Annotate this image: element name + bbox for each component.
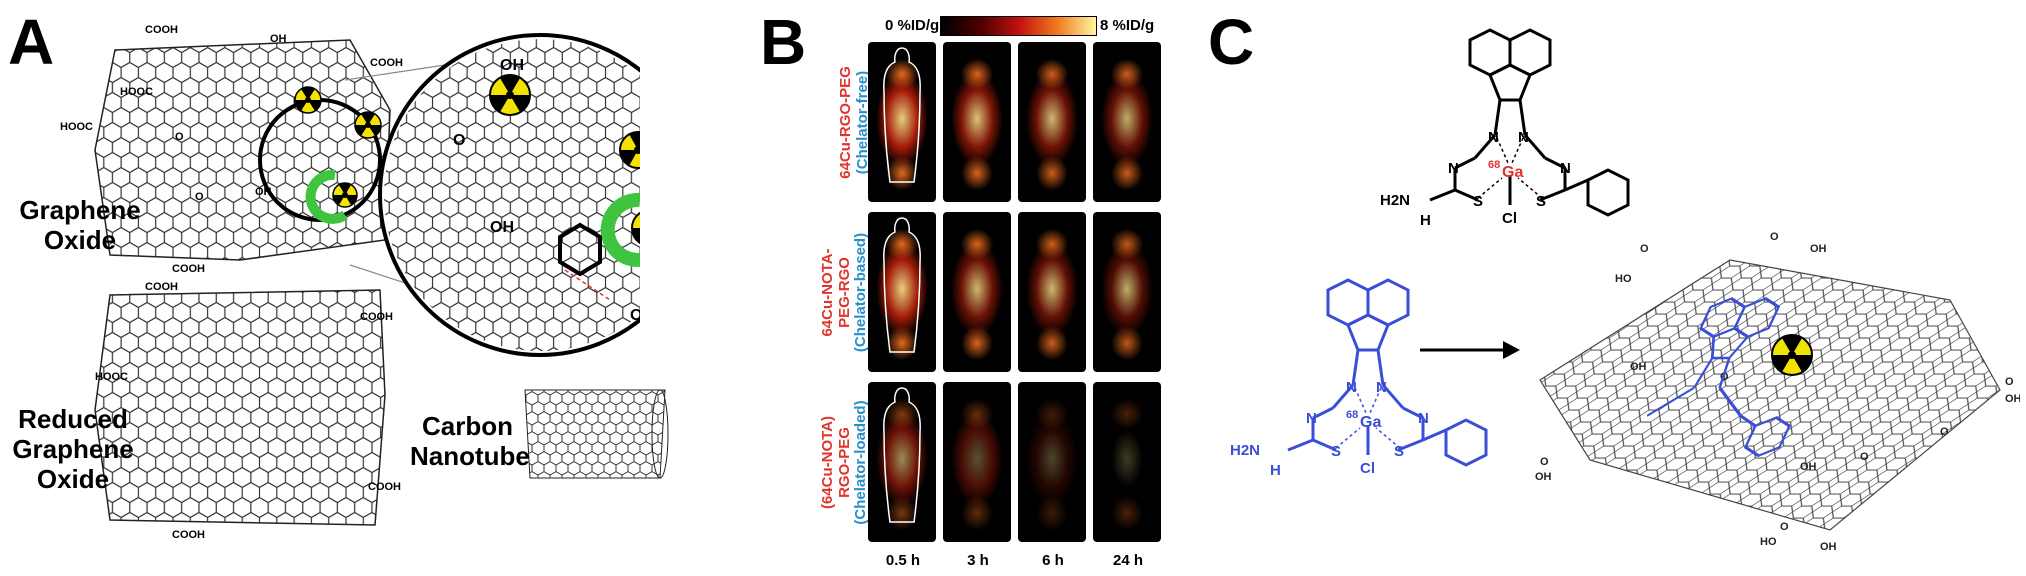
time-label: 3 h	[967, 552, 989, 569]
radiation-icon	[1771, 334, 1813, 376]
svg-text:OH: OH	[2005, 393, 2020, 405]
svg-text:HO: HO	[1760, 536, 1777, 548]
svg-text:O: O	[453, 132, 465, 149]
colorbar	[940, 16, 1097, 36]
reduced-graphene-oxide-label: Reduced Graphene Oxide	[12, 404, 134, 494]
carbon-nanotube-label: Carbon Nanotube	[410, 411, 530, 471]
svg-text:H: H	[1270, 462, 1281, 479]
reaction-arrow	[1420, 341, 1520, 359]
loaded-graphene-sheet: HOO OOH OH OOH OH O O OOH OHO OH O	[1535, 231, 2020, 553]
radiation-icon	[354, 111, 382, 139]
svg-text:O: O	[1720, 371, 1729, 383]
svg-text:N: N	[1306, 410, 1317, 427]
svg-text:COOH: COOH	[370, 57, 403, 69]
svg-text:OH: OH	[490, 219, 514, 236]
ga-complex-top: N N N N 68 Ga S S Cl H2N H	[1380, 28, 1630, 229]
nanotube-drawing	[524, 389, 669, 479]
row-label-1: 64Cu-RGO-PEG (Chelator-free)	[837, 66, 871, 179]
svg-text:O: O	[1640, 243, 1649, 255]
svg-text:N: N	[1518, 129, 1529, 146]
scale-min-label: 0 %ID/g	[885, 17, 940, 34]
svg-text:Ga: Ga	[1502, 164, 1523, 181]
graphene-oxide-sheet: COOH OH COOH HOOC HOOC O OH O COOH	[60, 24, 403, 275]
chelator-radiation-icon	[305, 169, 358, 224]
chelator-radiation-icon	[600, 192, 640, 267]
pet-image	[1018, 42, 1086, 202]
svg-text:COOH: COOH	[172, 529, 205, 541]
svg-text:S: S	[1536, 193, 1546, 210]
radiation-icon	[489, 74, 531, 116]
ga-complex-blue: N N N N 68 Ga S S Cl H2N H	[1230, 278, 1488, 479]
scale-max-label: 8 %ID/g	[1100, 17, 1155, 34]
svg-text:H2N: H2N	[1230, 442, 1260, 459]
reduced-graphene-oxide-sheet: COOH COOH HOOC COOH COOH	[94, 281, 401, 541]
svg-text:OH: OH	[1535, 471, 1552, 483]
pet-image	[1018, 212, 1086, 372]
svg-text:68: 68	[1488, 159, 1500, 171]
row-label-2: 64Cu-NOTA- PEG-RGO (Chelator-based)	[819, 232, 869, 353]
pet-image	[943, 42, 1011, 202]
pet-image	[943, 382, 1011, 542]
svg-text:OH: OH	[1800, 461, 1817, 473]
svg-text:HOOC: HOOC	[120, 86, 153, 98]
svg-text:S: S	[1473, 193, 1483, 210]
svg-text:Cl: Cl	[1502, 210, 1517, 227]
time-label: 6 h	[1042, 552, 1064, 569]
svg-text:OH: OH	[1810, 243, 1827, 255]
svg-text:N: N	[1488, 129, 1499, 146]
pet-image	[868, 212, 936, 372]
svg-text:N: N	[1346, 379, 1357, 396]
cooh-label: COOH	[145, 24, 178, 36]
svg-text:N: N	[1448, 160, 1459, 177]
svg-text:OH: OH	[1820, 541, 1837, 553]
zoom-circle-large: OH O OH O	[378, 33, 640, 357]
svg-text:COOH: COOH	[360, 311, 393, 323]
svg-text:O: O	[1770, 231, 1779, 243]
graphene-oxide-label: Graphene Oxide	[19, 195, 141, 255]
svg-text:S: S	[1331, 443, 1341, 460]
svg-text:OH: OH	[1630, 361, 1647, 373]
svg-text:H2N: H2N	[1380, 192, 1410, 209]
svg-text:HOOC: HOOC	[60, 121, 93, 133]
svg-text:O: O	[1540, 456, 1549, 468]
svg-text:H: H	[1420, 212, 1431, 229]
row-label-3: (64Cu-NOTA) RGO-PEG (Chelator-loaded)	[819, 400, 869, 525]
svg-text:Cl: Cl	[1360, 460, 1375, 477]
pet-image	[1093, 212, 1161, 372]
svg-text:HOOC: HOOC	[95, 371, 128, 383]
panel-a-diagram: COOH OH COOH HOOC HOOC O OH O COOH COOH …	[60, 24, 640, 541]
pet-image	[1018, 382, 1086, 542]
svg-text:O: O	[2005, 376, 2014, 388]
svg-text:68: 68	[1346, 409, 1358, 421]
svg-text:O: O	[175, 131, 184, 143]
svg-text:Ga: Ga	[1360, 414, 1381, 431]
pet-image	[1093, 382, 1161, 542]
svg-text:O: O	[630, 307, 640, 324]
svg-text:S: S	[1394, 443, 1404, 460]
svg-text:N: N	[1418, 410, 1429, 427]
pet-image	[943, 212, 1011, 372]
svg-text:COOH: COOH	[368, 481, 401, 493]
time-label: 24 h	[1112, 552, 1143, 569]
svg-text:HO: HO	[1615, 273, 1632, 285]
pet-image	[1093, 42, 1161, 202]
svg-text:O: O	[1860, 451, 1869, 463]
panel-letter-b: B	[760, 6, 807, 78]
svg-text:N: N	[1560, 160, 1571, 177]
svg-text:OH: OH	[270, 33, 287, 45]
svg-text:O: O	[195, 191, 204, 203]
panel-letter-c: C	[1208, 6, 1255, 78]
pet-image	[868, 382, 936, 542]
svg-text:N: N	[1376, 379, 1387, 396]
radiation-icon	[619, 131, 640, 169]
svg-text:O: O	[1780, 521, 1789, 533]
svg-text:COOH: COOH	[172, 263, 205, 275]
radiation-icon	[294, 86, 322, 114]
pet-image	[868, 42, 936, 202]
svg-text:O: O	[1940, 426, 1949, 438]
time-label: 0.5 h	[885, 552, 921, 569]
svg-text:OH: OH	[500, 57, 524, 74]
panel-letter-a: A	[8, 6, 55, 78]
svg-text:COOH: COOH	[145, 281, 178, 293]
